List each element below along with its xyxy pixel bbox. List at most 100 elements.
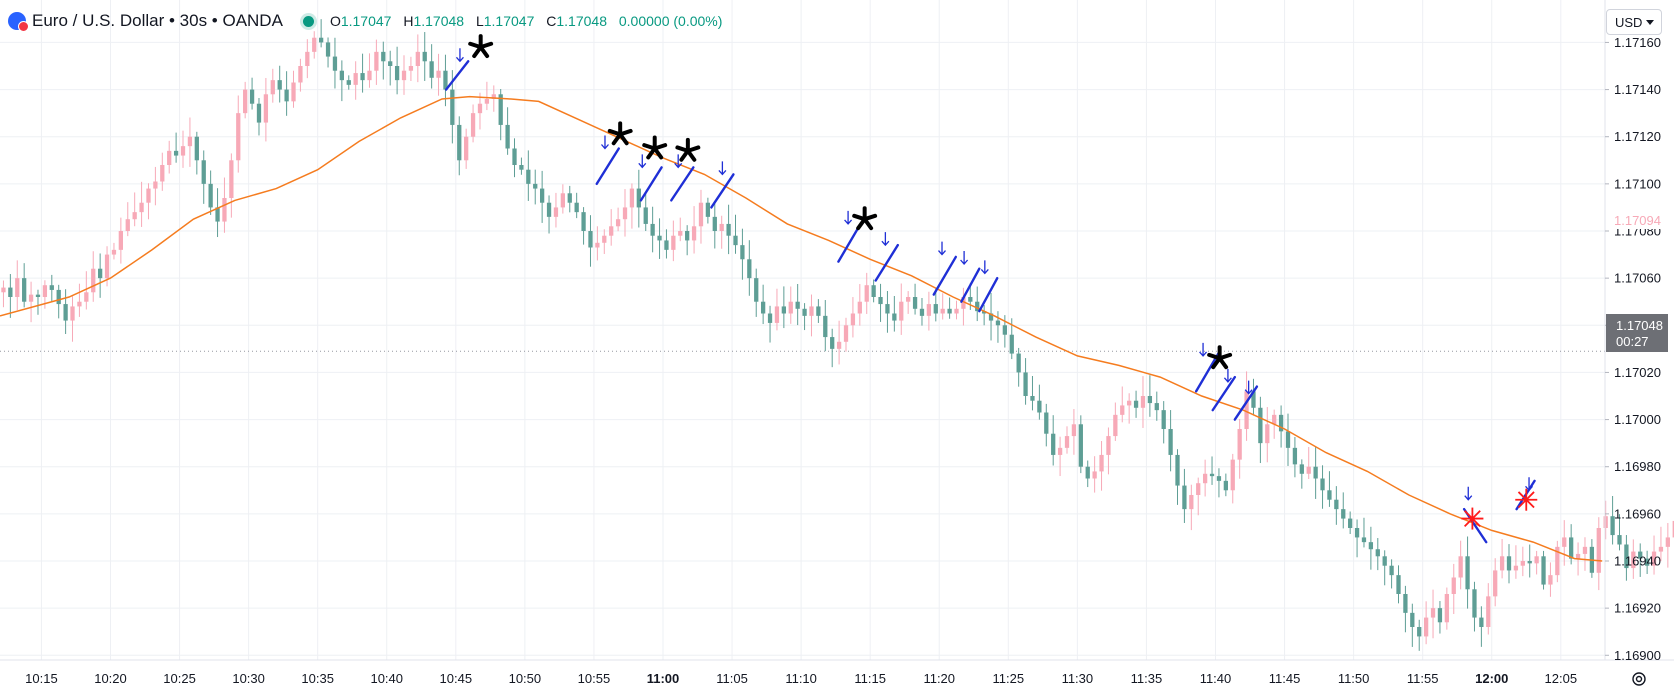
candle-body bbox=[871, 285, 876, 297]
candle bbox=[1202, 459, 1208, 497]
asterisk-icon bbox=[607, 121, 633, 146]
candle bbox=[1644, 550, 1650, 575]
candle bbox=[325, 37, 331, 68]
candle bbox=[1292, 437, 1298, 478]
candle-body bbox=[291, 82, 296, 102]
candle bbox=[215, 188, 220, 238]
settings-gear-icon[interactable] bbox=[1630, 670, 1648, 688]
low-label: L bbox=[475, 13, 484, 29]
candle bbox=[1189, 484, 1194, 531]
candle bbox=[1527, 544, 1532, 578]
candle bbox=[843, 317, 849, 352]
candle bbox=[443, 54, 448, 107]
candle bbox=[1617, 514, 1622, 551]
candle bbox=[22, 263, 27, 308]
candle bbox=[1389, 559, 1394, 589]
candle-body bbox=[180, 146, 186, 156]
cross-ray bbox=[1517, 491, 1535, 509]
candle-body bbox=[643, 207, 648, 224]
candle bbox=[705, 197, 711, 224]
price-tick-label: 1.17020 bbox=[1614, 365, 1661, 380]
candle-body bbox=[187, 136, 193, 147]
price-tick-label: 1.17160 bbox=[1614, 35, 1661, 50]
candle-body bbox=[754, 278, 759, 302]
candle-body bbox=[1216, 476, 1222, 481]
candle-body bbox=[346, 80, 351, 85]
candle-body bbox=[194, 136, 199, 161]
candle bbox=[97, 253, 103, 298]
candle-body bbox=[609, 226, 614, 236]
candle-body bbox=[15, 278, 20, 297]
candle bbox=[1582, 537, 1588, 571]
candle bbox=[906, 291, 911, 314]
candle bbox=[1113, 402, 1118, 441]
candle bbox=[816, 299, 821, 323]
candle-body bbox=[1147, 396, 1153, 404]
candle bbox=[643, 191, 648, 231]
down-arrow-icon bbox=[844, 210, 853, 225]
currency-selector[interactable]: USD bbox=[1606, 9, 1662, 35]
candle bbox=[878, 283, 883, 322]
candle-body bbox=[305, 51, 310, 66]
candle-body bbox=[1348, 518, 1353, 528]
candle-body bbox=[1023, 372, 1028, 396]
candle bbox=[1403, 585, 1408, 633]
candle bbox=[1057, 436, 1063, 477]
candle bbox=[8, 274, 13, 318]
market-status-icon[interactable] bbox=[302, 15, 314, 27]
candle bbox=[1237, 419, 1242, 479]
candle-body bbox=[843, 325, 849, 342]
high-label: H bbox=[403, 13, 414, 29]
candle bbox=[1638, 543, 1643, 577]
candle-body bbox=[132, 212, 137, 220]
candle bbox=[533, 169, 538, 205]
candle bbox=[1230, 453, 1235, 504]
candle-body bbox=[968, 297, 973, 302]
candle-body bbox=[1368, 542, 1374, 550]
cross-ray bbox=[1463, 510, 1481, 527]
candle-body bbox=[678, 231, 683, 236]
candle bbox=[1334, 486, 1339, 525]
candle-body bbox=[35, 294, 41, 297]
candle-body bbox=[539, 188, 545, 203]
candle-body bbox=[906, 297, 911, 302]
candle bbox=[629, 183, 635, 229]
candle-body bbox=[650, 223, 655, 236]
chart-grid bbox=[0, 0, 1605, 660]
time-tick-label: 10:15 bbox=[25, 671, 58, 686]
candle-body bbox=[947, 308, 952, 314]
candle bbox=[1278, 405, 1284, 448]
candle-body bbox=[622, 207, 628, 220]
candle bbox=[498, 88, 503, 141]
symbol-title[interactable]: Euro / U.S. Dollar • 30s • OANDA bbox=[32, 11, 283, 30]
candle bbox=[1603, 500, 1608, 540]
candle-body bbox=[505, 124, 510, 149]
red-cross-icon bbox=[1461, 507, 1484, 530]
candle bbox=[602, 229, 607, 254]
candle bbox=[767, 305, 773, 343]
candle-body bbox=[1341, 509, 1346, 519]
slash-mark bbox=[444, 60, 470, 91]
candle bbox=[546, 195, 552, 234]
candle-body bbox=[1631, 551, 1636, 569]
candle bbox=[277, 65, 282, 103]
candle bbox=[595, 226, 600, 261]
time-scale[interactable]: 10:15 10:20 10:25 10:30 10:35 10:40 10:45 10:50… bbox=[25, 671, 1577, 686]
candles bbox=[1, 19, 1674, 651]
candle bbox=[698, 189, 704, 244]
candle-body bbox=[339, 70, 344, 81]
candle-body bbox=[788, 301, 793, 314]
candle-body bbox=[1306, 466, 1311, 474]
candle bbox=[1216, 468, 1222, 498]
candle bbox=[360, 53, 365, 93]
price-scale[interactable]: 1.171601.171401.171201.171001.170801.170… bbox=[1605, 35, 1661, 663]
candle bbox=[1092, 456, 1097, 493]
candle-body bbox=[1223, 480, 1228, 491]
candle-body bbox=[1569, 537, 1574, 559]
candle bbox=[526, 150, 531, 201]
candle-body bbox=[899, 301, 904, 321]
candle bbox=[1071, 409, 1077, 455]
candle-body bbox=[560, 193, 565, 208]
candle bbox=[1154, 391, 1159, 421]
